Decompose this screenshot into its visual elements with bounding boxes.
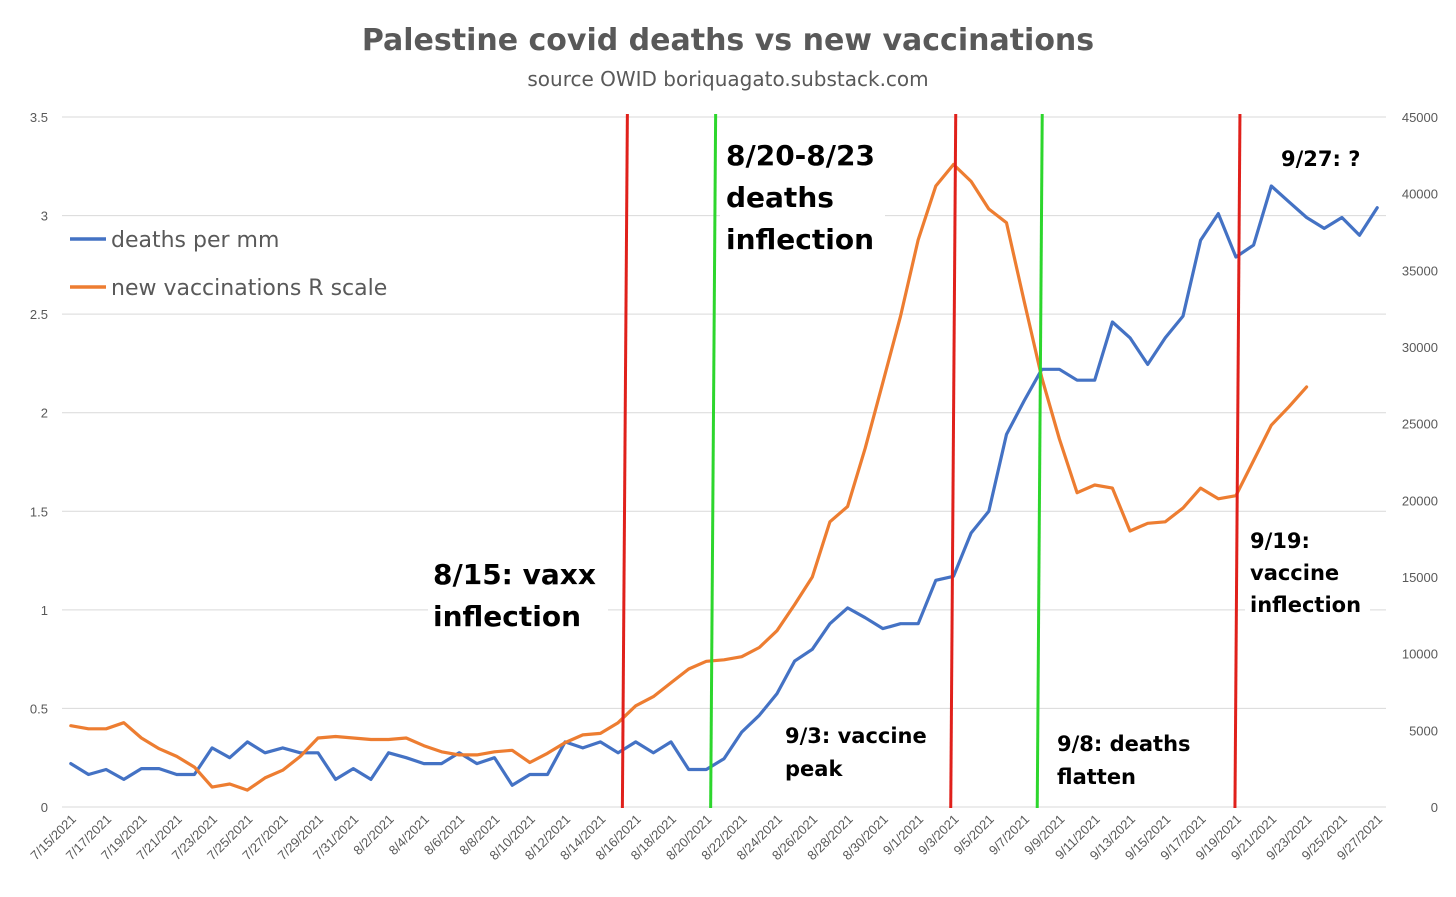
red-marker-line — [620, 113, 629, 809]
annotation-text: 8/20-8/23 — [726, 139, 875, 172]
legend-label-vaccinations: new vaccinations R scale — [111, 276, 387, 301]
series-lines — [69, 162, 1379, 792]
annotation-text: inflection — [726, 223, 874, 256]
annotations: 8/15: vaxx inflection 8/20-8/23 deaths infle… — [428, 134, 1370, 796]
chart-title: Palestine covid deaths vs new vaccinatio… — [362, 23, 1094, 58]
gridlines — [62, 116, 1386, 808]
annotation-text: inflection — [1250, 593, 1361, 617]
red-marker-line — [1233, 113, 1242, 809]
chart-subtitle: source OWID boriquagato.substack.com — [527, 67, 928, 91]
annotation-background — [720, 134, 885, 259]
right-tick-label: 30000 — [1402, 340, 1438, 355]
annotation-text: 9/3: vaccine — [785, 724, 927, 748]
annotation-text: peak — [785, 757, 843, 781]
left-tick-label: 3.5 — [30, 110, 48, 125]
legend-label-deaths: deaths per mm — [111, 228, 279, 253]
left-tick-label: 2.5 — [30, 307, 48, 322]
left-tick-label: 0.5 — [30, 701, 48, 716]
right-tick-label: 35000 — [1402, 263, 1438, 278]
left-tick-label: 1 — [41, 603, 48, 618]
annotation-background — [1052, 726, 1197, 796]
annotation-text: flatten — [1057, 765, 1136, 789]
annotation-background — [780, 718, 935, 788]
right-tick-label: 5000 — [1409, 723, 1438, 738]
left-y-axis: 0 0.5 1 1.5 2 2.5 3 3.5 — [30, 110, 48, 815]
right-tick-label: 20000 — [1402, 493, 1438, 508]
annotation-text: 9/8: deaths — [1057, 732, 1191, 756]
red-marker-line — [949, 113, 958, 809]
left-tick-label: 3 — [41, 209, 48, 224]
annotation-background — [1245, 522, 1370, 622]
right-tick-label: 25000 — [1402, 417, 1438, 432]
green-marker-line — [1035, 113, 1044, 809]
right-tick-label: 0 — [1431, 800, 1438, 815]
right-tick-label: 10000 — [1402, 647, 1438, 662]
right-tick-label: 15000 — [1402, 570, 1438, 585]
right-y-axis: 0 5000 10000 15000 20000 25000 30000 35000 40000… — [1402, 110, 1438, 815]
annotation-background — [1276, 142, 1366, 174]
left-tick-label: 0 — [41, 800, 48, 815]
right-tick-label: 45000 — [1402, 110, 1438, 125]
legend: deaths per mm new vaccinations R scale — [70, 228, 387, 301]
annotation-text: vaccine — [1250, 561, 1339, 585]
annotation-text: 8/15: vaxx — [433, 558, 596, 591]
annotation-text: 9/27: ? — [1281, 147, 1360, 171]
event-markers — [620, 113, 1242, 809]
green-marker-line — [709, 113, 718, 809]
annotation-text: inflection — [433, 600, 581, 633]
deaths-series-line — [69, 184, 1379, 787]
annotation-text: deaths — [726, 181, 834, 214]
vaccinations-series-line — [69, 162, 1309, 792]
annotation-background — [428, 555, 608, 639]
left-tick-label: 1.5 — [30, 504, 48, 519]
annotation-text: 9/19: — [1250, 529, 1310, 553]
left-tick-label: 2 — [41, 406, 48, 421]
right-tick-label: 40000 — [1402, 187, 1438, 202]
